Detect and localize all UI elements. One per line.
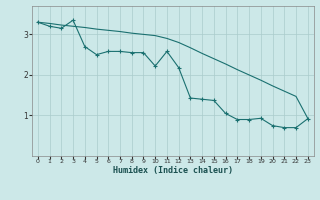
X-axis label: Humidex (Indice chaleur): Humidex (Indice chaleur) — [113, 166, 233, 175]
